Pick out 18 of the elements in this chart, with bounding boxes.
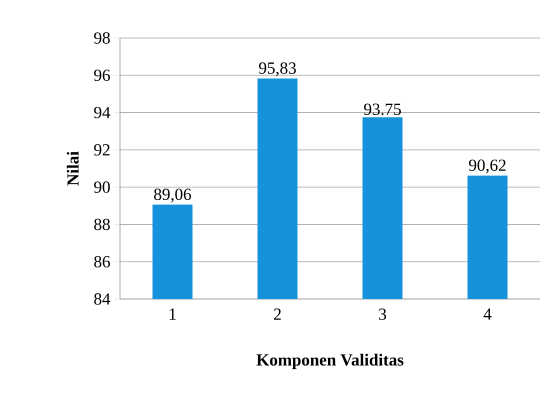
y-tick-label: 94 — [94, 106, 110, 118]
x-tick-label: 3 — [379, 308, 386, 320]
y-tick-label: 86 — [94, 256, 110, 268]
x-tick-label: 2 — [274, 308, 281, 320]
y-tick-label: 96 — [94, 70, 110, 81]
y-tick-label: 88 — [94, 218, 110, 230]
y-tick-label: 98 — [94, 32, 110, 44]
data-label: 89,06 — [154, 188, 192, 202]
y-tick-label: 84 — [94, 293, 110, 305]
x-tick-label: 1 — [170, 308, 176, 320]
data-label: 90,62 — [469, 160, 506, 174]
y-tick-label: 90 — [94, 181, 110, 193]
y-tick-label: 92 — [94, 144, 110, 156]
x-axis-title: Komponen Validitas — [256, 354, 404, 370]
data-label: 95,83 — [259, 62, 296, 76]
y-axis-title: Nilai — [66, 151, 79, 186]
x-tick-label: 4 — [484, 308, 492, 320]
data-label: 93.75 — [364, 104, 401, 116]
